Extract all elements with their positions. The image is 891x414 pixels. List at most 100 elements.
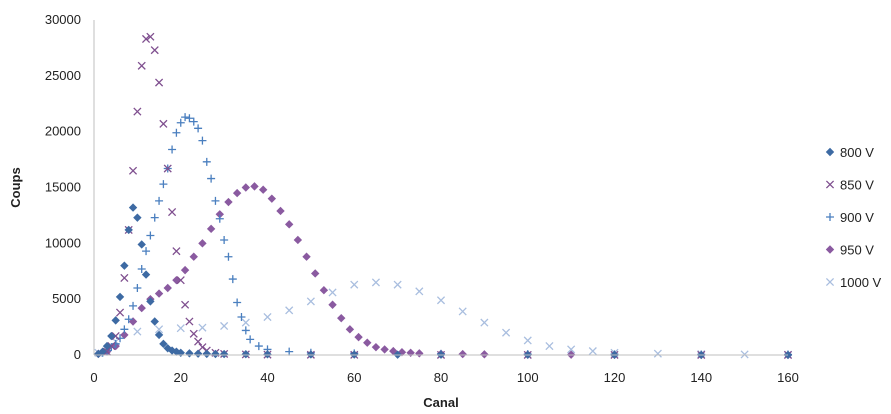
data-point — [133, 213, 142, 222]
data-point — [172, 247, 181, 256]
legend-label: 900 V — [840, 210, 874, 225]
data-point — [98, 347, 107, 356]
data-point — [215, 214, 224, 223]
data-point — [436, 296, 446, 305]
x-tick-label: 60 — [347, 370, 361, 385]
data-point — [567, 345, 576, 354]
data-point — [168, 208, 177, 217]
data-point — [194, 337, 203, 346]
data-point — [207, 174, 216, 183]
data-point — [219, 349, 229, 359]
legend-item: 800 V — [825, 145, 874, 160]
data-point — [154, 330, 164, 340]
data-point — [371, 342, 381, 352]
legend-label: 1000 V — [840, 275, 882, 290]
data-point — [337, 313, 346, 323]
y-tick-labels: 0 5000 10000 15000 20000 25000 30000 — [45, 12, 81, 362]
legend-marker — [825, 245, 835, 254]
data-point — [120, 325, 129, 334]
data-point — [176, 276, 185, 285]
data-point — [202, 157, 211, 166]
y-tick-label: 5000 — [52, 291, 81, 306]
data-point — [150, 213, 159, 222]
data-point — [241, 350, 251, 359]
legend-marker — [825, 180, 835, 189]
data-point — [198, 343, 207, 352]
data-point — [180, 265, 190, 275]
data-point — [124, 315, 133, 324]
data-point — [120, 261, 129, 270]
x-tick-label: 120 — [604, 370, 626, 385]
data-point — [267, 194, 277, 203]
data-point — [458, 349, 467, 359]
series-1000-v — [94, 278, 793, 359]
data-point — [128, 317, 138, 326]
data-point — [137, 61, 146, 70]
y-tick-label: 30000 — [45, 12, 81, 27]
data-point — [194, 124, 203, 133]
data-point — [198, 239, 207, 248]
legend-item: 950 V — [825, 243, 874, 258]
data-point — [181, 300, 190, 309]
data-point — [193, 349, 203, 358]
data-point — [150, 317, 159, 326]
legend-label: 850 V — [840, 178, 874, 193]
data-point — [198, 136, 207, 145]
x-tick-label: 140 — [690, 370, 712, 385]
data-point — [246, 335, 255, 344]
data-point — [306, 297, 315, 306]
data-point — [172, 275, 181, 285]
data-point — [284, 220, 294, 229]
legend-item: 900 V — [826, 210, 874, 225]
series-950-v — [94, 182, 793, 360]
y-tick-label: 0 — [74, 347, 81, 362]
data-point — [211, 196, 220, 205]
data-point — [120, 330, 129, 340]
x-tick-label: 20 — [174, 370, 188, 385]
data-point — [137, 240, 146, 249]
data-point — [168, 145, 177, 154]
legend: 800 V 850 V 900 V 950 V 1000 V — [825, 145, 882, 290]
data-point — [523, 336, 532, 345]
data-point — [224, 252, 233, 261]
data-point — [211, 349, 220, 359]
data-point — [545, 342, 554, 351]
data-point — [306, 350, 316, 359]
data-point — [206, 224, 216, 234]
data-point — [189, 329, 198, 338]
data-point — [146, 231, 155, 240]
data-point — [588, 347, 597, 356]
data-point — [263, 350, 272, 359]
data-point — [150, 46, 159, 55]
data-point — [159, 119, 168, 128]
data-point — [393, 280, 402, 289]
data-point — [155, 78, 164, 87]
data-point — [185, 317, 194, 326]
x-tick-label: 40 — [260, 370, 274, 385]
data-point — [254, 342, 263, 351]
data-point — [285, 347, 294, 356]
legend-item: 850 V — [825, 178, 874, 193]
x-axis-title: Canal — [423, 395, 458, 410]
data-point — [380, 345, 389, 354]
data-point — [172, 128, 181, 137]
data-point — [115, 308, 125, 317]
data-point — [115, 292, 125, 302]
legend-marker — [825, 147, 835, 157]
data-point — [232, 188, 242, 198]
data-point — [128, 166, 138, 175]
data-point — [328, 300, 337, 309]
data-point — [311, 269, 320, 278]
data-point — [137, 303, 146, 313]
data-point — [285, 306, 294, 315]
data-point — [146, 32, 155, 41]
data-point — [302, 252, 311, 261]
data-point — [241, 183, 251, 192]
legend-label: 800 V — [840, 145, 874, 160]
data-point — [155, 196, 164, 205]
y-tick-label: 15000 — [45, 180, 81, 195]
data-point — [133, 327, 142, 336]
x-tick-label: 100 — [517, 370, 539, 385]
data-point — [502, 328, 511, 337]
y-tick-label: 20000 — [45, 124, 81, 139]
